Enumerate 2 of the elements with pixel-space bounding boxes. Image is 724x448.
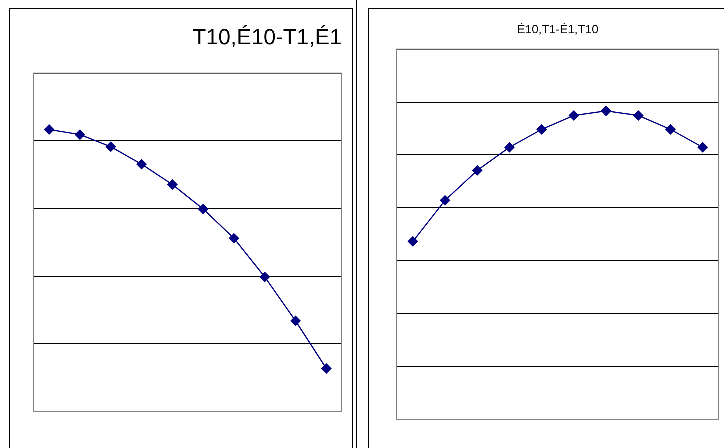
chart-title: T10,É10-T1,É1	[192, 24, 342, 50]
chart-title: É10,T1-É1,T10	[517, 22, 600, 37]
